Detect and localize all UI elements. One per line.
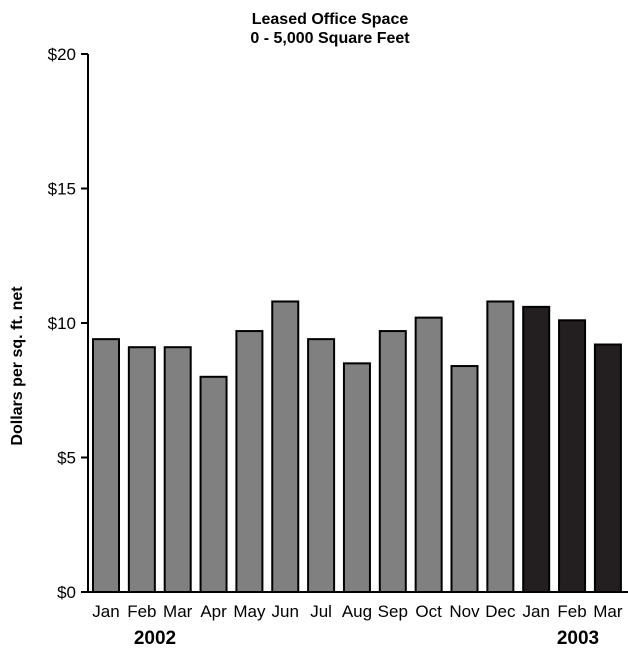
year-label-2003: 2003 — [557, 628, 599, 649]
bar-jan-2002 — [92, 338, 120, 594]
bar-nov-2002 — [450, 365, 479, 594]
bar-oct-2002 — [414, 316, 443, 593]
bar-mar-2002 — [163, 346, 192, 593]
bar-jan-2003 — [522, 305, 551, 593]
x-axis-labels: Jan Feb Mar Apr May Jun Jul Aug Sep Oct Nov Dec Jan F… — [92, 602, 623, 621]
chart-subtitle: 0 - 5,000 Square Feet — [250, 30, 410, 47]
y-tick-label: $15 — [48, 180, 76, 199]
y-tick-label: $20 — [48, 45, 76, 64]
x-tick-label: Jan — [522, 602, 549, 621]
x-tick-label: Feb — [127, 602, 156, 621]
year-labels: 2002 2003 — [134, 628, 599, 649]
bar-feb-2002 — [127, 346, 156, 593]
y-axis-ticks: $0 $5 $10 $15 $20 — [48, 45, 88, 602]
y-axis-label: Dollars per sq. ft. net — [9, 286, 26, 446]
chart-title: Leased Office Space — [252, 11, 409, 28]
x-tick-label: Apr — [200, 602, 227, 621]
x-tick-label: Jun — [272, 602, 299, 621]
x-tick-label: Sep — [378, 602, 408, 621]
bar-jun-2002 — [271, 300, 300, 593]
x-tick-label: Aug — [342, 602, 372, 621]
x-tick-label: Nov — [449, 602, 480, 621]
x-tick-label: Feb — [557, 602, 586, 621]
bar-may-2002 — [235, 330, 264, 593]
bar-feb-2003 — [558, 319, 587, 593]
y-tick-label: $5 — [57, 449, 76, 468]
year-label-2002: 2002 — [134, 628, 176, 649]
bar-mar-2003 — [593, 343, 622, 593]
bar-sep-2002 — [378, 330, 407, 593]
x-tick-label: Mar — [593, 602, 623, 621]
y-tick-label: $10 — [48, 314, 76, 333]
x-tick-label: May — [233, 602, 266, 621]
bars-group — [92, 300, 622, 594]
bar-jul-2002 — [307, 338, 336, 594]
x-tick-label: Jan — [92, 602, 119, 621]
x-tick-label: Dec — [485, 602, 516, 621]
bar-apr-2002 — [199, 375, 228, 593]
x-tick-label: Oct — [415, 602, 442, 621]
x-tick-label: Jul — [310, 602, 332, 621]
y-tick-label: $0 — [57, 583, 76, 602]
bar-dec-2002 — [486, 300, 515, 593]
bar-aug-2002 — [342, 362, 371, 593]
x-tick-label: Mar — [163, 602, 193, 621]
